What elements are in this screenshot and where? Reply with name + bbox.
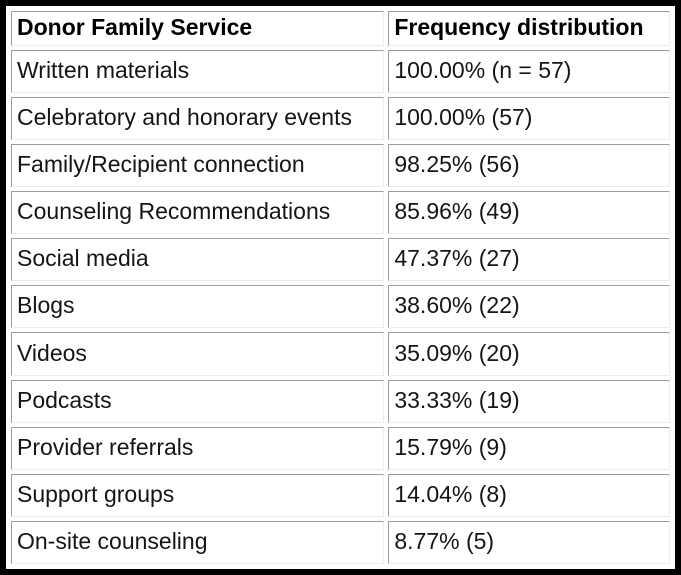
frequency-cell: 8.77% (5) — [388, 520, 670, 564]
service-cell: Counseling Recommendations — [11, 191, 385, 235]
table-row: Counseling Recommendations 85.96% (49) — [11, 191, 670, 235]
frequency-cell: 33.33% (19) — [388, 379, 670, 423]
table-row: Blogs 38.60% (22) — [11, 285, 670, 329]
frequency-cell: 35.09% (20) — [388, 332, 670, 376]
table-row: Celebratory and honorary events 100.00% … — [11, 96, 670, 140]
service-cell: Blogs — [11, 285, 385, 329]
table-row: Family/Recipient connection 98.25% (56) — [11, 143, 670, 188]
table-row: Videos 35.09% (20) — [11, 332, 670, 376]
column-header-service: Donor Family Service — [11, 11, 385, 46]
table-row: Written materials 100.00% (n = 57) — [11, 49, 670, 93]
service-cell: Provider referrals — [11, 426, 385, 470]
table-row: Social media 47.37% (27) — [11, 238, 670, 282]
frequency-cell: 85.96% (49) — [388, 191, 670, 235]
frequency-cell: 14.04% (8) — [388, 473, 670, 517]
service-cell: Family/Recipient connection — [11, 143, 385, 188]
table-row: On-site counseling 8.77% (5) — [11, 520, 670, 564]
header-row: Donor Family Service Frequency distribut… — [11, 11, 670, 46]
frequency-cell: 100.00% (57) — [388, 96, 670, 140]
service-cell: On-site counseling — [11, 520, 385, 564]
service-cell: Videos — [11, 332, 385, 376]
service-cell: Social media — [11, 238, 385, 282]
frequency-cell: 15.79% (9) — [388, 426, 670, 470]
table-row: Provider referrals 15.79% (9) — [11, 426, 670, 470]
table-row: Support groups 14.04% (8) — [11, 473, 670, 517]
table-row: Podcasts 33.33% (19) — [11, 379, 670, 423]
donor-family-service-table: Donor Family Service Frequency distribut… — [7, 7, 674, 568]
frequency-cell: 47.37% (27) — [388, 238, 670, 282]
service-cell: Celebratory and honorary events — [11, 96, 385, 140]
service-cell: Podcasts — [11, 379, 385, 423]
frequency-cell: 98.25% (56) — [388, 143, 670, 188]
frequency-cell: 38.60% (22) — [388, 285, 670, 329]
service-cell: Support groups — [11, 473, 385, 517]
service-cell: Written materials — [11, 49, 385, 93]
frequency-cell: 100.00% (n = 57) — [388, 49, 670, 93]
column-header-frequency: Frequency distribution — [388, 11, 670, 46]
